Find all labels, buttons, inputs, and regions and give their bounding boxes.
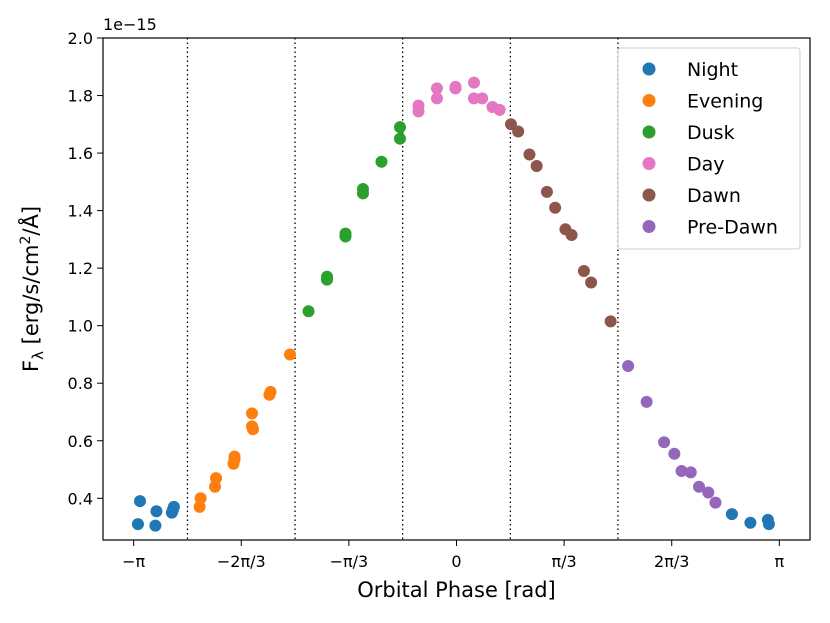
point-evening: [284, 348, 297, 361]
point-pre-dawn: [693, 480, 706, 493]
point-evening: [247, 423, 260, 436]
point-night: [133, 495, 146, 508]
legend-label-day: Day: [687, 154, 725, 176]
point-day: [430, 82, 443, 95]
point-day: [467, 92, 480, 105]
point-night: [762, 518, 775, 531]
point-pre-dawn: [640, 395, 653, 408]
y-axis-title-main: F: [19, 360, 43, 372]
legend-label-dawn: Dawn: [687, 185, 741, 207]
y-tick-label: 1.8: [68, 87, 93, 106]
legend-marker-dusk: [642, 125, 656, 139]
point-dusk: [321, 270, 334, 283]
point-pre-dawn: [668, 447, 681, 460]
x-tick-label: π: [775, 552, 785, 571]
legend-label-evening: Evening: [687, 91, 763, 113]
point-day: [467, 76, 480, 89]
x-tick-label: 0: [451, 552, 461, 571]
legend-label-dusk: Dusk: [687, 122, 735, 144]
legend-marker-evening: [642, 94, 656, 107]
y-tick-label: 1.0: [68, 317, 93, 336]
point-pre-dawn: [658, 436, 671, 449]
point-evening: [246, 407, 259, 420]
point-dusk: [356, 183, 369, 196]
point-day: [493, 103, 506, 116]
point-day: [476, 92, 489, 105]
point-dawn: [540, 185, 553, 198]
legend: Night Evening Dusk Day Dawn Pre-Dawn: [617, 47, 801, 250]
point-night: [725, 508, 738, 521]
legend-marker-dawn: [642, 188, 656, 202]
x-axis-ticks: −π −2π/3 −π/3 0 π/3 2π/3 π: [122, 540, 785, 571]
x-tick-label: −2π/3: [217, 552, 266, 571]
y-axis-title-subscript: λ: [29, 351, 47, 360]
point-dawn: [565, 229, 578, 242]
point-pre-dawn: [622, 359, 635, 372]
point-dawn: [604, 315, 617, 328]
y-axis-title-superscript: 2: [18, 236, 34, 245]
y-tick-label: 1.2: [68, 259, 93, 278]
point-pre-dawn: [675, 464, 688, 477]
point-night: [150, 505, 163, 518]
x-tick-label: π/3: [552, 552, 577, 571]
x-tick-label: −π/3: [330, 552, 369, 571]
legend-marker-night: [642, 62, 656, 76]
y-tick-label: 0.8: [68, 374, 93, 393]
point-dawn: [549, 201, 562, 214]
point-pre-dawn: [702, 486, 715, 499]
x-tick-label: −π: [122, 552, 145, 571]
point-dawn: [585, 276, 598, 289]
point-evening: [210, 472, 223, 485]
point-day: [412, 99, 425, 112]
point-night: [744, 516, 757, 529]
point-evening: [264, 385, 277, 398]
point-evening: [194, 492, 207, 505]
point-dawn: [530, 160, 543, 173]
point-dawn: [523, 148, 536, 161]
x-tick-label: 2π/3: [654, 552, 689, 571]
point-dawn: [512, 125, 525, 138]
point-night: [131, 518, 144, 531]
point-night: [149, 519, 162, 532]
x-axis-title: Orbital Phase [rad]: [357, 578, 556, 602]
y-axis-title-units-end: /Å]: [17, 206, 43, 236]
point-dusk: [393, 121, 406, 134]
point-dusk: [375, 155, 388, 168]
point-day: [430, 92, 443, 105]
legend-label-pre-dawn: Pre-Dawn: [687, 217, 778, 239]
legend-box: [617, 47, 801, 250]
legend-label-night: Night: [687, 59, 738, 81]
y-tick-label: 0.4: [68, 489, 93, 508]
point-night: [167, 500, 180, 513]
y-tick-label: 1.6: [68, 144, 93, 163]
y-axis-title-units: [erg/s/cm: [19, 245, 43, 351]
y-tick-label: 1.4: [68, 202, 93, 221]
y-axis-title: Fλ [erg/s/cm2/Å]: [17, 206, 47, 372]
point-dusk: [393, 132, 406, 145]
y-offset-label: 1e−15: [103, 15, 157, 34]
legend-marker-pre-dawn: [642, 220, 656, 233]
y-axis-ticks: 0.4 0.6 0.8 1.0 1.2 1.4 1.6 1.8 2.0: [68, 29, 103, 508]
point-evening: [228, 450, 241, 463]
y-tick-label: 0.6: [68, 432, 93, 451]
point-pre-dawn: [709, 496, 722, 509]
point-pre-dawn: [684, 466, 697, 479]
legend-marker-day: [642, 157, 656, 170]
phase-boundaries: [186, 38, 619, 540]
y-tick-label: 2.0: [68, 29, 93, 48]
point-dusk: [339, 227, 352, 240]
point-dawn: [577, 265, 590, 278]
data-points: [131, 76, 775, 532]
point-day: [449, 80, 462, 93]
point-dusk: [302, 305, 315, 318]
